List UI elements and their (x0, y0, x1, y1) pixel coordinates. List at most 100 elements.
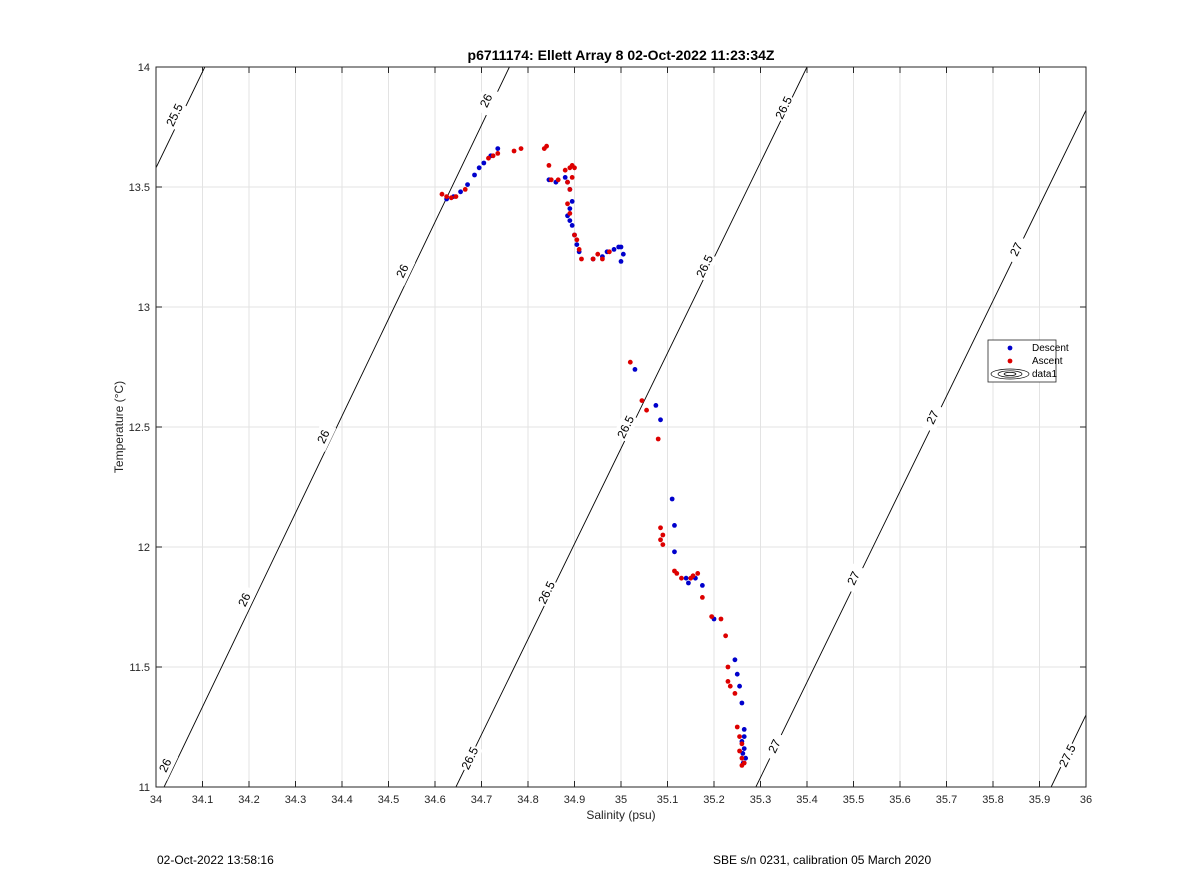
ascent-point (453, 194, 459, 200)
ascent-point (600, 256, 605, 262)
descent-point (611, 247, 617, 252)
ascent-point (718, 616, 724, 622)
contour-label: 27 (844, 569, 863, 587)
axis-ticks: 34 34.1 34.2 34.3 34.4 34.5 34.6 34.7 34.8 34.9 35… (129, 62, 1093, 806)
ascent-point (546, 163, 552, 168)
descent-point (686, 580, 691, 586)
ascent-point (595, 251, 601, 257)
x-tick-label: 34.1 (192, 794, 213, 806)
descent-point (632, 367, 638, 372)
contour-label-bg (612, 411, 639, 443)
y-tick-label: 13.5 (129, 182, 150, 194)
ascent-point (739, 755, 745, 761)
descent-point (481, 160, 487, 166)
contour-label: 27 (765, 737, 784, 755)
ascent-point (544, 143, 549, 149)
ascent-point (495, 151, 501, 156)
x-tick-label: 34.9 (564, 794, 585, 806)
contour-label-group: 26 (231, 584, 258, 615)
y-tick-label: 13 (138, 302, 150, 314)
ascent-point (739, 763, 745, 768)
x-tick-label: 34.5 (378, 794, 399, 806)
contour-label-group: 26 (389, 255, 416, 287)
contour-label: 27 (923, 408, 942, 426)
x-tick-label: 34 (150, 794, 162, 806)
descent-point (620, 251, 626, 257)
ascent-point (444, 194, 450, 200)
x-tick-label: 34.2 (238, 794, 259, 806)
ascent-point (565, 179, 570, 185)
legend-contour-icon-inner (1003, 372, 1017, 376)
contour-label: 26 (477, 91, 496, 109)
ascent-point (660, 532, 666, 538)
descent-point (476, 165, 482, 171)
ascent-point (674, 571, 680, 576)
legend-box (987, 339, 1057, 383)
ascent-point (486, 155, 491, 161)
ascent-point (709, 614, 715, 619)
chart-title: p6711174: Ellett Array 8 02-Oct-2022 11:… (468, 47, 775, 63)
x-tick-label: 35 (615, 794, 627, 806)
ascent-point (679, 575, 684, 581)
ascent-point (439, 191, 445, 197)
descent-point (739, 700, 745, 706)
descent-point (495, 146, 501, 152)
descent-point (458, 189, 463, 195)
legend-descent-label: Descent (1032, 343, 1069, 354)
ascent-point (567, 211, 573, 216)
ascent-point (695, 571, 701, 576)
contour-label-bg (770, 92, 797, 123)
descent-point (465, 182, 470, 188)
ascent-point (569, 163, 575, 168)
x-tick-label: 34.6 (424, 794, 445, 806)
ascent-point (606, 249, 612, 255)
x-tick-label: 36 (1080, 794, 1092, 806)
legend: Descent Ascent data1 (987, 339, 1069, 383)
contour-label-bg (156, 750, 179, 781)
contour-label-bg (840, 563, 867, 594)
contour-label-bg (389, 255, 416, 287)
y-tick-label: 12 (138, 542, 150, 554)
descent-point (734, 671, 740, 677)
ascent-point (579, 256, 584, 262)
contour-label-group: 25.5 (161, 99, 188, 131)
descent-point (574, 242, 580, 248)
contour-label-group: 27 (840, 563, 867, 594)
x-tick-label: 35.7 (936, 794, 957, 806)
contour-label-group: 26.5 (456, 743, 483, 774)
ascent-point (627, 359, 633, 365)
series-descent (444, 146, 749, 766)
contour-label-bg (1054, 740, 1081, 771)
contour-label-group: 27 (919, 402, 946, 433)
ascent-point (448, 195, 454, 201)
ascent-point (725, 679, 731, 684)
x-tick-label: 35.8 (982, 794, 1003, 806)
contour-line-27 (755, 110, 1086, 787)
y-tick-label: 11 (139, 782, 150, 794)
legend-descent-marker (1007, 345, 1013, 351)
ascent-point (567, 187, 573, 192)
descent-point (569, 223, 575, 228)
descent-point (472, 172, 477, 178)
ascent-point (639, 398, 645, 403)
ascent-point (576, 247, 582, 252)
ascent-point (574, 237, 580, 243)
contour-label: 27 (1007, 240, 1026, 258)
y-tick-label: 12.5 (129, 422, 150, 434)
y-axis-label: Temperature (°C) (112, 381, 126, 473)
contour-label-group: 27.5 (1054, 740, 1081, 771)
ascent-point (727, 683, 733, 689)
descent-point (618, 244, 624, 250)
x-tick-label: 34.3 (285, 794, 306, 806)
legend-ascent-marker (1007, 358, 1013, 364)
descent-point (741, 746, 747, 751)
ascent-point (462, 187, 468, 192)
descent-point (683, 575, 689, 581)
x-tick-label: 34.7 (471, 794, 492, 806)
x-tick-label: 35.1 (657, 794, 678, 806)
contour-label-group: 26 (473, 85, 499, 116)
contour-label-bg (310, 421, 337, 452)
descent-point (741, 727, 747, 732)
contour-label-bg (1003, 234, 1030, 265)
